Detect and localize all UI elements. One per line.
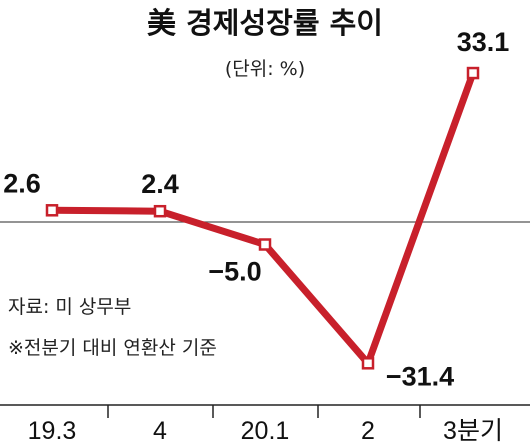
data-point-marker [153,204,167,218]
chart-title: 美 경제성장률 추이 [147,6,383,40]
data-label: −31.4 [386,361,454,391]
data-label: 2.4 [141,169,179,199]
x-tick-label: 19.3 [28,417,77,445]
x-axis-ticks [107,405,421,418]
x-axis-tick-labels: 19.3 4 20.1 2 3분기 [28,417,503,445]
basis-note: ※전분기 대비 연환산 기준 [8,337,217,359]
chart-subtitle: (단위: %) [225,58,305,80]
data-point-marker [258,238,272,251]
data-labels: 2.6 2.4 −5.0 −31.4 33.1 [3,27,509,391]
source-note: 자료: 미 상무부 [8,296,131,318]
data-point-marker [361,357,375,370]
x-tick-label: 2 [361,417,375,445]
x-tick-label: 3분기 [443,417,503,445]
x-tick-label: 20.1 [241,417,290,445]
data-label: 33.1 [457,27,510,57]
data-point-marker [466,66,480,80]
series-line [51,71,477,367]
data-point-marker [45,204,59,217]
data-label: −5.0 [208,257,261,287]
x-tick-label: 4 [153,417,167,445]
data-label: 2.6 [3,168,41,198]
data-point-markers [45,66,480,370]
